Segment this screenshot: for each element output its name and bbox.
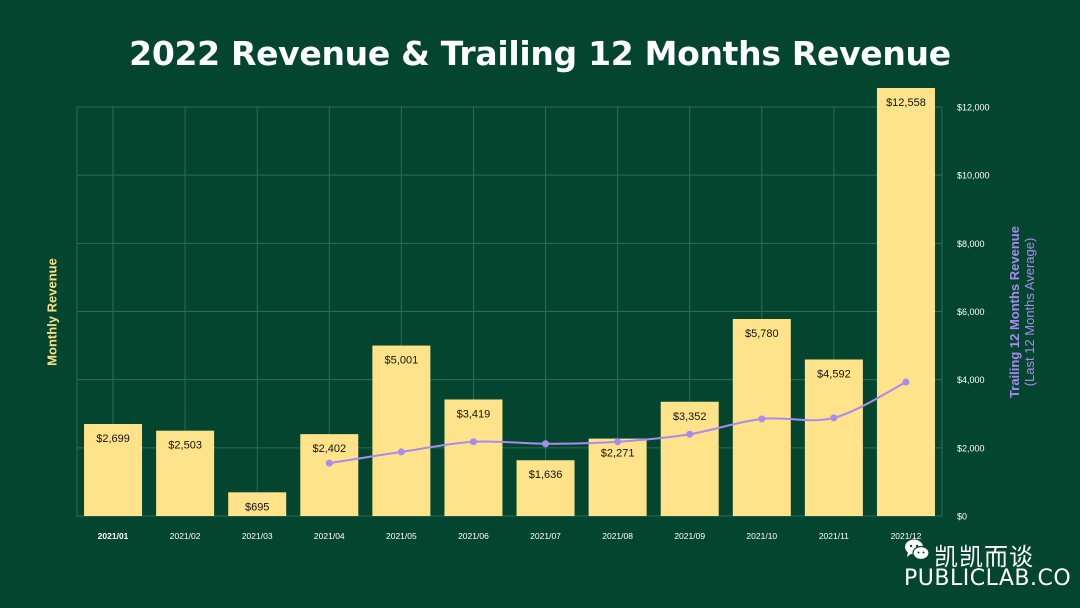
bar-label: $4,592 xyxy=(817,368,851,380)
y-tick-label: $6,000 xyxy=(957,307,985,317)
x-tick-label: 2021/08 xyxy=(602,531,633,541)
left-axis-label: Monthly Revenue xyxy=(44,258,60,366)
bar-label: $2,503 xyxy=(168,440,202,452)
bar-2021/09 xyxy=(660,401,719,516)
watermark-brand: PUBLICLAB.CO xyxy=(904,566,1072,591)
x-tick-label: 2021/01 xyxy=(98,531,129,541)
trailing-12m-point xyxy=(902,378,910,386)
y-tick-label: $0 xyxy=(957,512,967,522)
line-series xyxy=(325,378,910,467)
chart-title: 2022 Revenue & Trailing 12 Months Revenu… xyxy=(129,34,951,73)
bar-2021/06 xyxy=(444,399,503,516)
bar-label: $695 xyxy=(245,501,269,513)
trailing-12m-point xyxy=(758,415,766,423)
x-tick-label: 2021/10 xyxy=(746,531,777,541)
axes: $0 $2,000 $4,000 $6,000 $8,000 $10,000 $12,000… xyxy=(98,103,990,542)
trailing-12m-point xyxy=(469,438,477,446)
y-tick-label: $8,000 xyxy=(957,239,985,249)
bar-label: $2,271 xyxy=(601,448,635,460)
bar-label: $12,558 xyxy=(886,97,926,109)
bar-2021/03 xyxy=(228,492,287,516)
x-tick-label: 2021/04 xyxy=(314,531,345,541)
y-tick-label: $4,000 xyxy=(957,375,985,385)
x-tick-label: 2021/09 xyxy=(674,531,705,541)
x-tick-label: 2021/12 xyxy=(891,531,922,541)
bar-2021/04 xyxy=(300,434,359,516)
bar-series xyxy=(84,87,935,516)
wechat-icon xyxy=(905,539,930,561)
bar-label: $3,419 xyxy=(457,408,491,420)
watermark-chinese: 凯凯而谈 xyxy=(934,543,1034,571)
x-tick-label: 2021/11 xyxy=(819,531,849,541)
trailing-12m-point xyxy=(397,448,405,456)
bar-2021/05 xyxy=(372,345,431,516)
bar-2021/12 xyxy=(876,87,935,516)
bar-label: $1,636 xyxy=(529,469,563,481)
right-axis-label-line2: (Last 12 Months Average) xyxy=(1022,237,1037,387)
bar-label: $2,699 xyxy=(96,433,130,445)
trailing-12m-point xyxy=(325,459,333,467)
data-labels: $2,699 $2,503 $695 $2,402 $5,001 $3,419 $1,636… xyxy=(96,97,926,513)
bar-label: $5,780 xyxy=(745,328,779,340)
y-tick-label: $10,000 xyxy=(957,171,990,181)
x-tick-label: 2021/03 xyxy=(242,531,273,541)
trailing-12m-point xyxy=(542,440,550,448)
right-axis-label: Trailing 12 Months Revenue (Last 12 Mont… xyxy=(1007,226,1037,398)
right-axis-label-line1: Trailing 12 Months Revenue xyxy=(1007,226,1022,398)
y-tick-label: $2,000 xyxy=(957,443,985,453)
x-tick-label: 2021/02 xyxy=(170,531,201,541)
bar-label: $5,001 xyxy=(385,355,419,367)
bar-2021/08 xyxy=(588,438,647,516)
bar-2021/11 xyxy=(804,359,863,516)
trailing-12m-point xyxy=(614,438,622,446)
x-tick-label: 2021/07 xyxy=(530,531,561,541)
bar-2021/02 xyxy=(156,430,215,516)
trailing-12m-point xyxy=(686,430,694,438)
trailing-12m-point xyxy=(830,414,838,422)
bar-2021/07 xyxy=(516,460,575,516)
y-tick-label: $12,000 xyxy=(957,103,990,113)
x-tick-label: 2021/06 xyxy=(458,531,489,541)
x-tick-label: 2021/05 xyxy=(386,531,417,541)
bar-label: $3,352 xyxy=(673,411,707,423)
bar-label: $2,402 xyxy=(312,443,346,455)
bar-2021/01 xyxy=(84,424,143,516)
